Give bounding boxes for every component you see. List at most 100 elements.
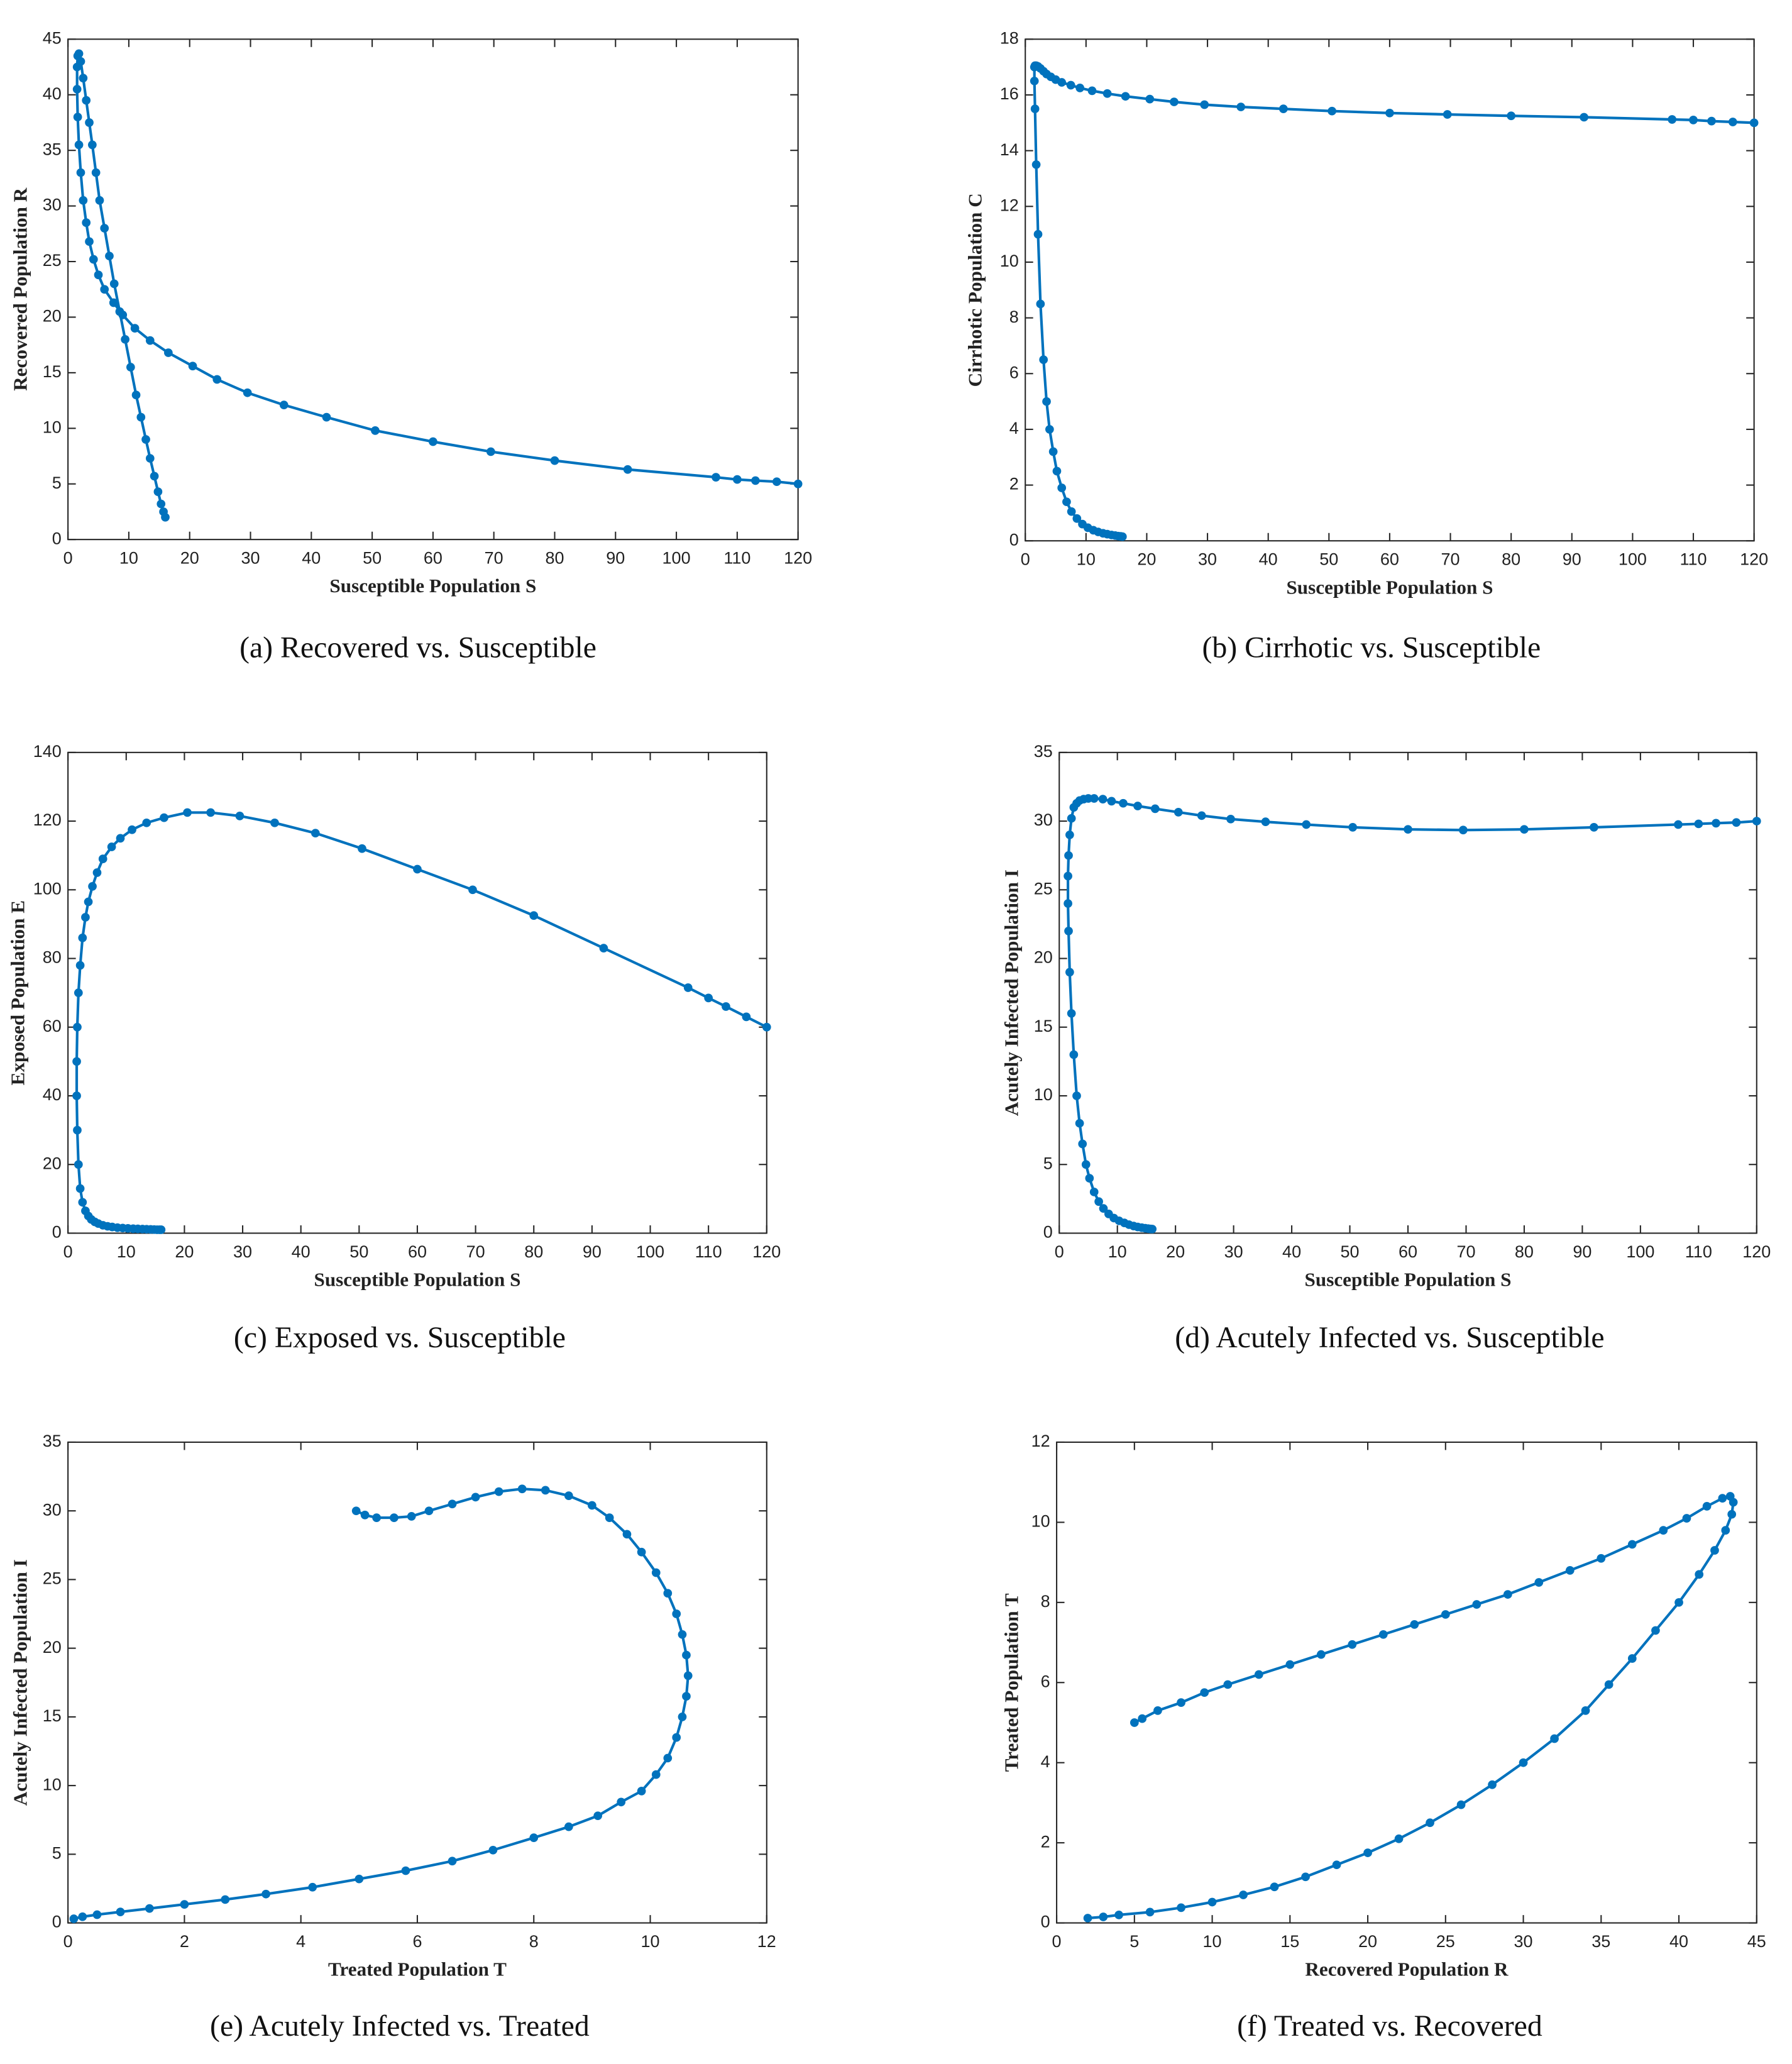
x-tick-label: 40 [1669,1932,1688,1951]
data-point [76,168,85,177]
data-point [351,1506,361,1516]
y-tick-label: 45 [43,28,62,47]
x-tick-label: 12 [757,1932,776,1951]
data-point [1674,1598,1683,1607]
x-tick-label: 35 [1591,1932,1610,1951]
y-tick-label: 2 [1041,1832,1050,1851]
data-point [116,834,125,843]
subplot: 0 2 4 6 8 10 12 0 5 10 15 20 25 30 35 Treated Populatio… [9,1432,776,2043]
data-point [82,218,91,227]
data-point [322,412,331,422]
data-point [1145,94,1155,104]
data-point [1441,1610,1450,1619]
plot-area [67,1441,767,1924]
plot-area [1025,38,1755,542]
data-point [564,1491,573,1501]
data-point [471,1493,480,1502]
data-point [74,140,84,150]
data-point [622,1530,632,1539]
data-point [1099,1204,1108,1213]
y-tick-label: 4 [1009,419,1019,438]
data-point [1039,355,1048,364]
x-tick-label: 10 [1077,550,1096,569]
data-point [1348,1640,1357,1649]
data-point [605,1513,614,1522]
data-point [72,85,82,94]
x-tick-label: 0 [1052,1932,1062,1951]
data-point [1075,84,1085,92]
data-point [1030,76,1039,86]
y-axis-label: Acutely Infected Population I [1001,869,1023,1116]
data-point [145,454,155,463]
data-point [663,1753,673,1763]
data-point [78,1912,87,1921]
x-tick-label: 20 [1137,550,1156,569]
data-point [1712,819,1720,828]
x-tick-label: 0 [63,548,73,567]
x-tick-label: 110 [695,1242,722,1261]
data-point [390,1513,399,1522]
data-point [517,1484,527,1494]
x-tick-label: 40 [292,1242,311,1261]
data-point [651,1568,661,1577]
y-tick-label: 10 [1031,1512,1050,1531]
data-point [541,1486,550,1495]
y-tick-label: 15 [43,1706,62,1725]
y-tick-label: 30 [43,196,62,214]
data-point [130,324,140,333]
y-tick-label: 18 [1000,28,1019,47]
data-point [79,196,88,205]
data-point [1721,1526,1730,1535]
data-point [1119,798,1128,808]
data-point [85,237,94,246]
data-point [100,224,109,233]
data-point [1064,899,1072,908]
data-point [1270,1882,1279,1892]
data-point [1550,1734,1559,1743]
data-point [733,475,742,484]
data-point [79,74,88,83]
data-point [1138,1714,1147,1723]
data-point [663,1589,673,1598]
data-point [243,388,252,397]
data-point [1030,104,1040,114]
y-axis-label: Treated Population T [1001,1593,1023,1772]
x-axis-label: Susceptible Population S [314,1269,520,1291]
y-tick-label: 10 [43,417,62,436]
data-point [76,57,85,66]
data-point [1174,808,1183,817]
data-point [1081,1160,1091,1169]
data-point [94,270,103,280]
y-tick-label: 0 [52,1912,62,1931]
x-axis-label: Recovered Population R [1305,1958,1509,1980]
data-point [468,885,477,895]
x-tick-label: 40 [302,548,321,567]
x-tick-label: 40 [1282,1242,1301,1261]
data-point [85,118,94,127]
y-axis-label: Exposed Population E [6,900,28,1085]
data-point [1064,851,1073,860]
data-point [588,1501,596,1510]
data-point [529,911,539,920]
data-point [1223,1680,1233,1689]
x-tick-label: 0 [63,1932,73,1951]
x-tick-label: 120 [784,548,812,567]
x-tick-label: 100 [662,548,691,567]
data-point [1651,1626,1660,1635]
y-tick-label: 0 [1043,1223,1053,1242]
data-point [1472,1600,1481,1609]
data-point [1052,466,1062,476]
y-tick-label: 6 [1041,1672,1050,1691]
data-point [1503,1590,1512,1599]
data-point [72,1057,81,1066]
data-point [593,1811,603,1821]
x-tick-label: 20 [1166,1242,1185,1261]
y-tick-label: 60 [43,1017,62,1035]
y-axis-label: Recovered Population R [9,187,31,391]
data-point [1118,532,1127,541]
x-tick-label: 10 [1203,1932,1222,1951]
x-tick-label: 100 [636,1242,664,1261]
data-point [1236,102,1246,111]
data-point [1065,968,1074,977]
plot-area [67,38,799,541]
